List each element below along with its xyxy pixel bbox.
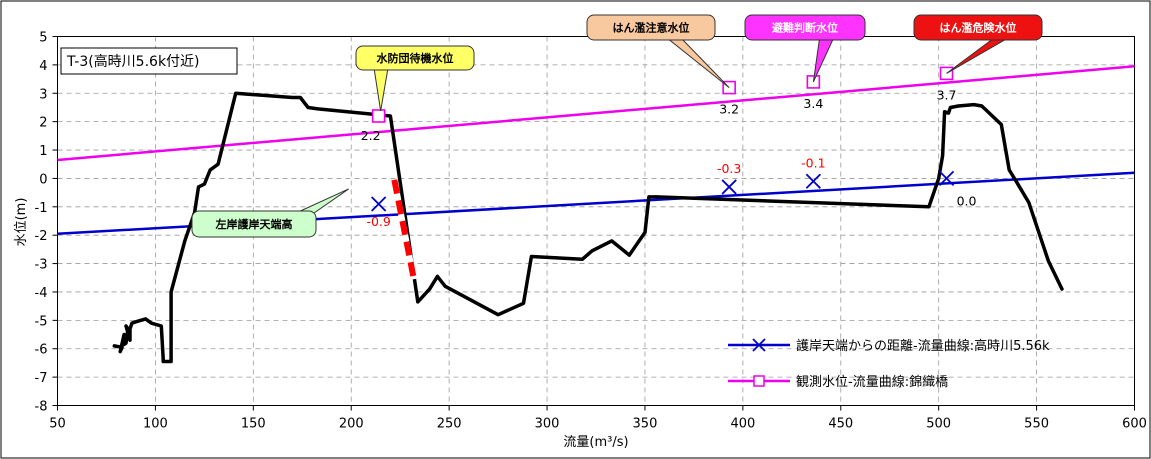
magenta-value-label: 3.4 (803, 96, 823, 111)
x-tick-label: 600 (1122, 417, 1147, 432)
x-tick-label: 100 (143, 417, 168, 432)
magenta-value-label: 3.2 (719, 102, 739, 117)
magenta-square-marker (373, 110, 385, 122)
y-tick-label: 2 (39, 116, 47, 131)
x-tick-label: 50 (49, 417, 66, 432)
x-tick-label: 400 (730, 417, 755, 432)
legend-label-magenta: 観測水位-流量曲線:錦織橋 (796, 374, 948, 390)
callout-label: はん濫注意水位 (613, 21, 690, 35)
legend-square-marker-icon (754, 376, 764, 386)
magenta-value-label: 2.2 (361, 128, 381, 143)
x-tick-label: 150 (241, 417, 266, 432)
y-tick-label: 0 (39, 172, 47, 187)
y-tick-label: 4 (39, 59, 47, 74)
blue-value-label: -0.1 (801, 155, 825, 170)
callout-label: 避難判断水位 (772, 21, 838, 35)
callout-label: 水防団待機水位 (377, 51, 454, 65)
x-tick-label: 450 (828, 417, 853, 432)
x-tick-label: 550 (1024, 417, 1049, 432)
x-tick-label: 300 (535, 417, 560, 432)
chart-title: T-3(高時川5.6k付近) (66, 53, 200, 70)
chart-title-box: T-3(高時川5.6k付近) (61, 48, 237, 74)
legend-label-blue: 護岸天端からの距離-流量曲線:高時川5.56k (796, 338, 1050, 354)
y-tick-label: -4 (35, 286, 48, 301)
y-tick-label: 1 (39, 144, 47, 159)
callout-label: はん濫危険水位 (940, 21, 1017, 35)
y-tick-label: 5 (39, 31, 47, 46)
y-tick-label: -6 (35, 343, 48, 358)
callout-label: 左岸護岸天端高 (215, 217, 293, 231)
magenta-value-label: 3.7 (937, 87, 957, 102)
y-axis-title: 水位(m) (14, 198, 29, 247)
y-tick-label: 3 (39, 87, 47, 102)
x-axis-title: 流量(m³/s) (563, 435, 628, 450)
x-tick-label: 500 (926, 417, 951, 432)
blue-value-label: -0.9 (366, 214, 390, 229)
y-tick-label: -5 (35, 314, 48, 329)
blue-value-label: 0.0 (957, 193, 977, 208)
y-tick-label: -3 (35, 258, 48, 273)
y-tick-label: -7 (35, 371, 48, 386)
y-tick-label: -1 (35, 201, 48, 216)
y-tick-label: -2 (35, 229, 48, 244)
x-tick-label: 350 (633, 417, 658, 432)
blue-value-label: -0.3 (717, 161, 741, 176)
x-tick-label: 200 (339, 417, 364, 432)
x-tick-label: 250 (437, 417, 462, 432)
y-tick-label: -8 (35, 400, 48, 415)
